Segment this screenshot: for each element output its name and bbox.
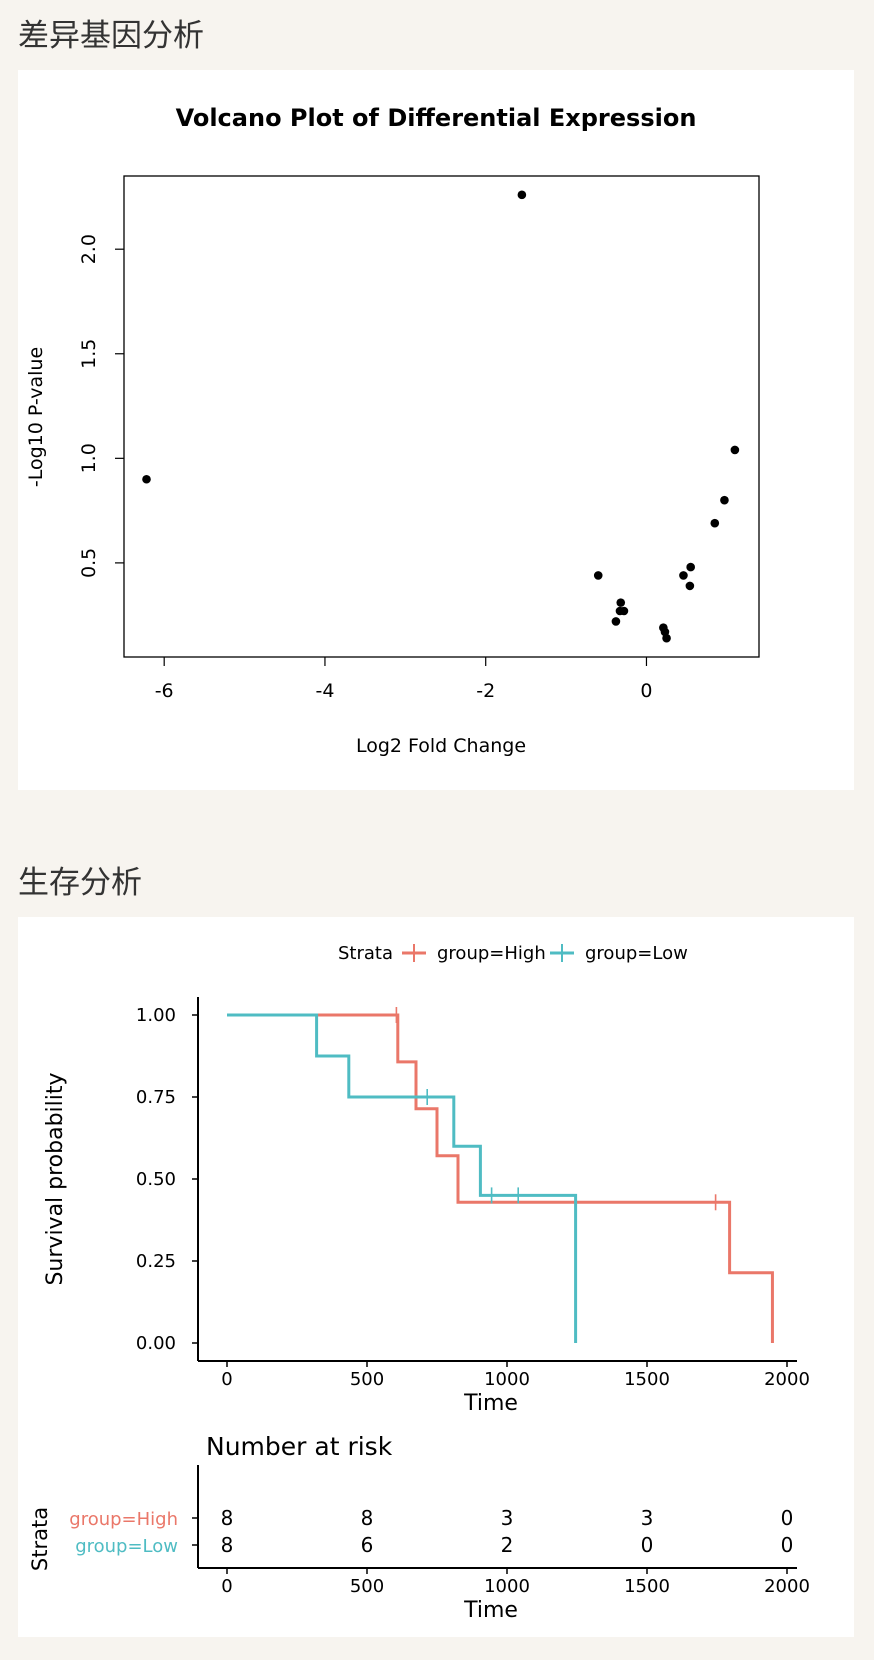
volcano-point [685,581,695,591]
risk-table-cell: 3 [501,1506,514,1530]
km-y-tick-label: 0.25 [136,1251,176,1272]
km-x-tick-label: 1000 [484,1369,530,1390]
km-y-tick-label: 0.75 [136,1087,176,1108]
risk-table-cell: 8 [361,1506,374,1530]
kaplan-meier-plot: Strata group=High group=Low 0.00 0.25 0.50 0.7… [28,943,810,1623]
volcano-point [710,518,720,528]
risk-table-row-label: group=High [69,1509,178,1530]
km-curve [227,1013,774,1343]
volcano-x-axis-label: Log2 Fold Change [356,735,526,757]
volcano-x-tick-label: -4 [315,680,334,702]
volcano-title: Volcano Plot of Differential Expression [176,104,697,132]
risk-table-strata-label: Strata [28,1507,52,1571]
risk-table-row-label: group=Low [75,1536,178,1557]
risk-table-title: Number at risk [206,1432,393,1461]
volcano-x-tick-label: 0 [640,680,652,702]
volcano-point [593,571,603,580]
volcano-point [142,474,151,484]
risk-table-cell: 2 [501,1533,514,1557]
volcano-y-tick-label: 0.5 [78,548,100,578]
risk-table-cell: 0 [641,1533,654,1557]
volcano-point [662,633,671,643]
km-legend-title: Strata [338,943,393,964]
km-y-tick-label: 1.00 [136,1005,176,1026]
deg-section-title: 差异基因分析 [18,18,204,54]
risk-table-cell: 6 [361,1533,374,1557]
volcano-plot-frame [123,175,760,658]
volcano-point [616,598,626,607]
volcano-point [720,495,729,505]
km-y-tick-label: 0.00 [136,1333,176,1354]
volcano-y-tick-label: 2.0 [78,234,100,264]
risk-table-x-tick-label: 1000 [484,1576,530,1597]
risk-table-x-tick-label: 2000 [764,1576,810,1597]
volcano-panel: Volcano Plot of Differential Expression -… [18,70,854,790]
volcano-point [730,445,740,455]
risk-table-x-tick-label: 500 [350,1576,384,1597]
volcano-point [679,571,688,580]
km-legend-label: group=High [437,943,546,964]
volcano-point [517,190,527,200]
risk-table-cell: 8 [221,1506,234,1530]
km-x-tick-label: 2000 [764,1369,810,1390]
km-y-axis-label: Survival probability [43,1072,68,1285]
risk-table-cell: 0 [781,1533,794,1557]
km-curve [227,1013,578,1343]
risk-table-cell: 3 [641,1506,654,1530]
volcano-plot: Volcano Plot of Differential Expression -… [25,104,760,757]
volcano-y-tick-label: 1.0 [78,443,100,473]
km-x-axis-label: Time [463,1391,518,1416]
km-x-tick-label: 500 [350,1369,384,1390]
volcano-point [611,617,621,626]
risk-table-x-axis-label: Time [463,1598,518,1623]
volcano-x-tick-label: -6 [155,680,174,702]
km-x-tick-label: 1500 [624,1369,670,1390]
km-legend-label: group=Low [585,943,688,964]
survival-section-title: 生存分析 [18,865,142,901]
volcano-point [619,606,629,616]
risk-table-x-tick-label: 0 [221,1576,232,1597]
survival-panel: Strata group=High group=Low 0.00 0.25 0.50 0.7… [18,917,854,1637]
risk-table-cell: 8 [221,1533,234,1557]
risk-table-cell: 0 [781,1506,794,1530]
volcano-x-tick-label: -2 [476,680,495,702]
volcano-point [686,562,695,572]
km-x-tick-label: 0 [221,1369,232,1390]
volcano-y-tick-label: 1.5 [78,339,100,369]
risk-table-x-tick-label: 1500 [624,1576,670,1597]
volcano-y-axis-label: -Log10 P-value [25,347,47,487]
km-y-tick-label: 0.50 [136,1169,176,1190]
